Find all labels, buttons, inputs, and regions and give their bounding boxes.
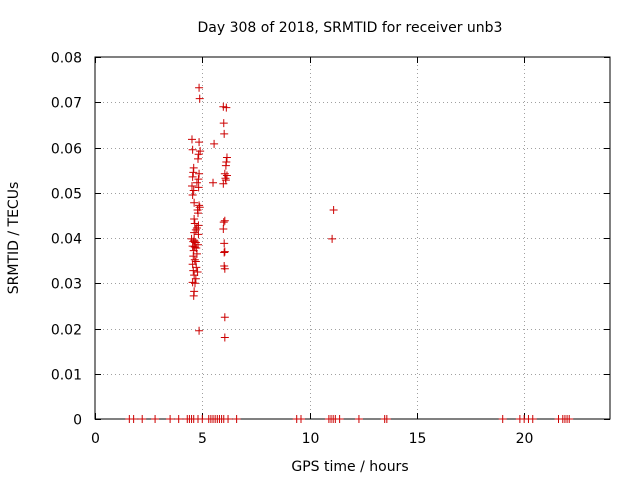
data-point bbox=[189, 266, 198, 275]
data-point bbox=[220, 129, 229, 138]
chart-title: Day 308 of 2018, SRMTID for receiver unb… bbox=[198, 20, 503, 36]
data-point bbox=[166, 415, 175, 423]
data-point bbox=[188, 260, 197, 269]
data-point bbox=[190, 243, 199, 252]
data-point bbox=[188, 145, 197, 154]
plot-frame bbox=[94, 56, 611, 420]
data-point bbox=[194, 154, 202, 163]
data-point bbox=[195, 94, 204, 103]
data-point bbox=[190, 214, 199, 223]
data-point bbox=[220, 247, 229, 256]
data-point bbox=[219, 224, 228, 233]
data-point bbox=[195, 326, 204, 335]
x-tick-label: 0 bbox=[91, 431, 100, 447]
y-tick-label: 0.02 bbox=[51, 323, 82, 339]
data-point bbox=[382, 415, 391, 423]
x-tick-label: 20 bbox=[516, 431, 534, 447]
data-point bbox=[174, 415, 183, 423]
x-axis-label: GPS time / hours bbox=[291, 459, 408, 475]
data-point bbox=[195, 83, 204, 92]
data-point bbox=[192, 224, 201, 233]
data-point bbox=[209, 178, 218, 187]
data-point bbox=[224, 415, 233, 423]
data-point bbox=[232, 415, 241, 423]
y-axis-label: SRMTID / TECUs bbox=[6, 182, 22, 295]
data-point bbox=[219, 218, 228, 227]
data-points bbox=[125, 83, 574, 423]
data-point bbox=[565, 415, 574, 423]
data-point bbox=[189, 168, 198, 177]
data-point bbox=[129, 415, 138, 423]
data-point bbox=[297, 415, 305, 423]
data-point bbox=[195, 138, 204, 147]
data-point bbox=[220, 216, 229, 225]
data-point bbox=[220, 169, 229, 178]
data-point bbox=[195, 201, 204, 210]
data-point bbox=[220, 264, 229, 273]
y-tick-label: 0.06 bbox=[51, 142, 82, 158]
data-point bbox=[335, 415, 344, 423]
data-point bbox=[222, 153, 231, 162]
x-tick-label: 10 bbox=[302, 431, 320, 447]
data-point bbox=[189, 186, 198, 195]
data-point bbox=[192, 178, 201, 187]
data-point bbox=[220, 248, 229, 257]
data-point bbox=[190, 219, 199, 228]
data-point bbox=[138, 415, 147, 423]
data-point bbox=[189, 252, 198, 261]
data-point bbox=[188, 242, 197, 251]
grid-lines bbox=[95, 57, 610, 419]
x-tick-label: 15 bbox=[409, 431, 427, 447]
data-point bbox=[190, 279, 199, 288]
data-point bbox=[194, 183, 203, 192]
data-point bbox=[193, 267, 202, 276]
data-point bbox=[328, 234, 337, 243]
data-point bbox=[528, 415, 537, 423]
y-tick-label: 0.08 bbox=[51, 51, 82, 67]
x-tick-label: 5 bbox=[198, 431, 207, 447]
data-point bbox=[210, 139, 219, 148]
y-tick-label: 0.04 bbox=[51, 232, 82, 248]
data-point bbox=[220, 333, 229, 342]
data-point bbox=[220, 313, 229, 322]
data-point bbox=[188, 172, 197, 181]
data-point bbox=[196, 147, 205, 156]
data-point bbox=[191, 274, 200, 283]
data-point bbox=[221, 161, 230, 170]
data-point bbox=[329, 205, 338, 214]
data-point bbox=[187, 135, 196, 144]
data-point bbox=[195, 169, 204, 178]
data-point bbox=[194, 175, 203, 184]
data-point bbox=[194, 209, 202, 218]
data-point bbox=[190, 271, 199, 280]
data-point bbox=[219, 119, 228, 128]
y-tick-label: 0 bbox=[73, 413, 82, 429]
data-point bbox=[194, 230, 203, 239]
data-point bbox=[354, 415, 363, 423]
axis-ticks: 0 5 10 15 20 0 0.01 0.02 0.03 0.04 0.05 0.06 0.07 0.0… bbox=[51, 51, 610, 447]
data-point bbox=[498, 415, 507, 423]
data-point bbox=[220, 239, 229, 248]
data-point bbox=[194, 150, 203, 159]
data-point bbox=[190, 198, 199, 207]
y-tick-label: 0.01 bbox=[51, 368, 82, 384]
data-point bbox=[187, 181, 196, 190]
data-point bbox=[222, 103, 231, 112]
data-point bbox=[188, 191, 197, 200]
data-point bbox=[190, 228, 199, 237]
data-point bbox=[219, 179, 228, 188]
data-point bbox=[190, 255, 199, 264]
data-point bbox=[189, 291, 198, 300]
y-tick-label: 0.05 bbox=[51, 187, 82, 203]
data-point bbox=[151, 415, 160, 423]
y-tick-label: 0.03 bbox=[51, 277, 82, 293]
y-tick-label: 0.07 bbox=[51, 96, 82, 112]
